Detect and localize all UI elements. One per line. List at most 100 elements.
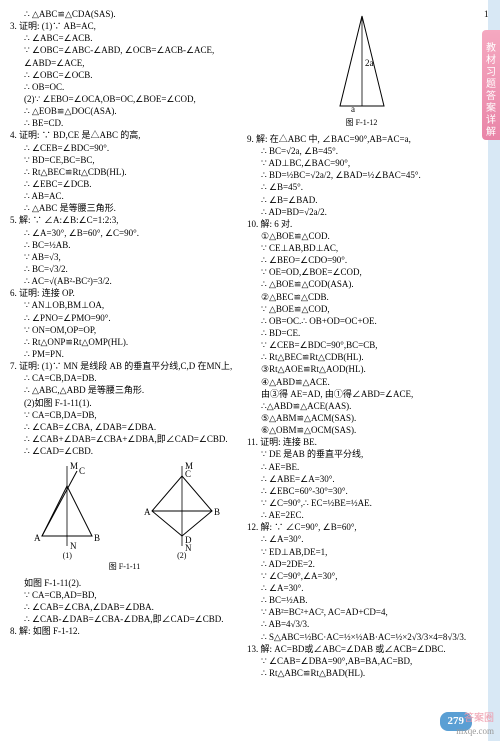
figure-label: 图 F-1-11 (10, 562, 239, 573)
text-line: ∴ Rt△BEC≌Rt△CDB(HL). (247, 351, 476, 363)
text-line: ∴ BC=√2a, ∠B=45°. (247, 145, 476, 157)
text-line: ∴ CA=CB,DA=DB. (10, 372, 239, 384)
figure-label: 图 F-1-12 (247, 118, 476, 129)
text-line: ∴ S△ABC=½BC·AC=½×½AB·AC=½×2√3/3×4=8√3/3. (247, 631, 476, 643)
text-line: ∵ AB²=BC²+AC², AC=AD+CD=4, (247, 606, 476, 618)
text-line: ∴ ∠EBC=∠DCB. (10, 178, 239, 190)
text-line: ∴ ∠B=∠BAD. (247, 194, 476, 206)
text-line: (2)∵ ∠EBO=∠OCA,OB=OC,∠BOE=∠COD, (10, 93, 239, 105)
text-line: ∵ DE 是AB 的垂直平分线, (247, 448, 476, 460)
text-line: (2)如图 F-1-11(1). (10, 397, 239, 409)
text-line: ∴ AB=4√3/3. (247, 618, 476, 630)
page: 教材习题答案详解 ∴ △ABC≌△CDA(SAS). 3. 证明: (1)∵ A… (0, 0, 500, 741)
text-line: ∵ ∠OBC=∠ABC-∠ABD, ∠OCB=∠ACB-∠ACE, (10, 44, 239, 56)
problem-5: 5. 解: ∵ ∠A:∠B:∠C=1:2:3, (10, 214, 239, 226)
text-line: ∴ △ABC,△ABD 是等腰三角形. (10, 384, 239, 396)
problem-7: 7. 证明: (1)∵ MN 是线段 AB 的垂直平分线,C,D 在MN上, (10, 360, 239, 372)
text-line: ∴ ∠A=30°. (247, 582, 476, 594)
text-line: ∴ BD=CE. (247, 327, 476, 339)
svg-text:A: A (34, 533, 41, 543)
text-line: ∴ Rt△ONP≌Rt△OMP(HL). (10, 336, 239, 348)
text-line: ∴ ∠A=30°, ∠B=60°, ∠C=90°. (10, 227, 239, 239)
text-line: ∴ OB=OC. (10, 81, 239, 93)
watermark-url: mxqe.com (456, 725, 494, 737)
text-line: ∴ ∠BEO=∠CDO=90°. (247, 254, 476, 266)
text-line: ∴ ∠PNO=∠PMO=90°. (10, 312, 239, 324)
text-line: ∴ △ABC 是等腰三角形. (10, 202, 239, 214)
problem-3: 3. 证明: (1)∵ AB=AC, (10, 20, 239, 32)
text-line: ∵ ∠CAB=∠DBA=90°,AB=BA,AC=BD, (247, 655, 476, 667)
text-line: ①△BOE≌△COD. (247, 230, 476, 242)
text-line: ∵ CA=CB,DA=DB, (10, 409, 239, 421)
svg-text:A: A (144, 507, 151, 517)
figure-f1-11: M A B C N (1) M A B C D N (2) 图 F-1-11 (10, 461, 239, 573)
text-line: ∴ ∠OBC=∠OCB. (10, 69, 239, 81)
text-line: ⑥△OBM≌△OCM(SAS). (247, 424, 476, 436)
figure-sublabel: (2) (137, 551, 227, 562)
text-line: ∴ AE=2EC. (247, 509, 476, 521)
text-line: ∴ BD=½BC=√2a/2, ∠BAD=½∠BAC=45°. (247, 169, 476, 181)
problem-12: 12. 解: ∵ ∠C=90°, ∠B=60°, (247, 521, 476, 533)
text-line: ∴ ∠CAB=∠CBA, ∠DAB=∠DBA. (10, 421, 239, 433)
svg-text:N: N (185, 543, 192, 551)
text-line: ∴ ∠EBC=60°-30°=30°. (247, 485, 476, 497)
text-line: ∴ BC=½AB. (247, 594, 476, 606)
text-line: ⑤△ABM≌△ACM(SAS). (247, 412, 476, 424)
text-line: ∵ CE⊥AB,BD⊥AC, (247, 242, 476, 254)
problem-8: 8. 解: 如图 F-1-12. (10, 625, 239, 637)
text-line: ∴ ∠ABC=∠ACB. (10, 32, 239, 44)
text-line: ③Rt△AOE≌Rt△AOD(HL). (247, 363, 476, 375)
problem-4: 4. 证明: ∵ BD,CE 是△ABC 的高, (10, 129, 239, 141)
text-line: ∵ ∠C=90°,∠A=30°, (247, 570, 476, 582)
text-line: ∠ABD=∠ACE, (10, 57, 239, 69)
text-line: ∴ ∠CEB=∠BDC=90°. (10, 142, 239, 154)
svg-text:a: a (351, 104, 355, 114)
text-line: 如图 F-1-11(2). (10, 577, 239, 589)
svg-text:2a: 2a (365, 58, 374, 68)
text-line: ∵ ∠CEB=∠BDC=90°,BC=CB, (247, 339, 476, 351)
text-line: ∴ ∠A=30°. (247, 533, 476, 545)
text-line: ∴ PM=PN. (10, 348, 239, 360)
svg-text:N: N (70, 541, 77, 551)
text-line: ∴△ABD≌△ACE(AAS). (247, 400, 476, 412)
text-line: ∴ ∠ABE=∠A=30°. (247, 473, 476, 485)
text-line: ∵ ∠C=90°,∴ EC=½BE=½AE. (247, 497, 476, 509)
svg-text:B: B (214, 507, 220, 517)
text-line: ∵ ON=OM,OP=OP, (10, 324, 239, 336)
problem-6: 6. 证明: 连接 OP. (10, 287, 239, 299)
problem-13: 13. 解: AC=BD或∠ABC=∠DAB 或∠ACB=∠DBC. (247, 643, 476, 655)
figure-sublabel: (1) (22, 551, 112, 562)
text-line: ∵ AB=√3, (10, 251, 239, 263)
text-line: ∴ BC=½AB. (10, 239, 239, 251)
text-line: 由③得 AE=AD, 由①得∠ABD=∠ACE, (247, 388, 476, 400)
section-tab: 教材习题答案详解 (482, 30, 500, 140)
svg-text:M: M (70, 461, 78, 471)
text-line: ∵ △BOE≌△COD, (247, 303, 476, 315)
content-columns: ∴ △ABC≌△CDA(SAS). 3. 证明: (1)∵ AB=AC, ∴ ∠… (0, 0, 500, 696)
problem-10: 10. 解: 6 对. (247, 218, 476, 230)
svg-text:C: C (79, 466, 85, 476)
watermark-cn: 答案圈 (464, 712, 494, 726)
text-line: ∴ AD=BD=√2a/2. (247, 206, 476, 218)
text-line: ∴ Rt△ABC≌Rt△BAD(HL). (247, 667, 476, 679)
problem-9: 9. 解: 在△ABC 中, ∠BAC=90°,AB=AC=a, (247, 133, 476, 145)
text-line: ∴ ∠CAD=∠CBD. (10, 445, 239, 457)
isoceles-triangle: a 2a (322, 8, 402, 118)
text-line: ∴ ∠B=45°. (247, 181, 476, 193)
text-line: ∴ △EOB≌△DOC(ASA). (10, 105, 239, 117)
text-line: ∴ BC=√3/2. (10, 263, 239, 275)
text-line: ∵ ED⊥AB,DE=1, (247, 546, 476, 558)
text-line: ∴ Rt△BEC≌Rt△CDB(HL). (10, 166, 239, 178)
section-tab-text: 教材习题答案详解 (482, 30, 496, 138)
text-line: ∴ ∠CAB+∠DAB=∠CBA+∠DBA,即∠CAD=∠CBD. (10, 433, 239, 445)
problem-11: 11. 证明: 连接 BE. (247, 436, 476, 448)
text-line: ∵ AD⊥BC,∠BAC=90°, (247, 157, 476, 169)
text-line: ∵ CA=CB,AD=BD, (10, 589, 239, 601)
text-line: ∴ AD=2DE=2. (247, 558, 476, 570)
triangle-diagram-2: M A B C D N (137, 461, 227, 551)
text-line: ∴ AE=BE. (247, 461, 476, 473)
text-line: ∴ BE=CD. (10, 117, 239, 129)
text-line: ∴ AB=AC. (10, 190, 239, 202)
text-line: ∴ ∠CAB=∠CBA,∠DAB=∠DBA. (10, 601, 239, 613)
text-line: ∴ △ABC≌△CDA(SAS). (10, 8, 239, 20)
